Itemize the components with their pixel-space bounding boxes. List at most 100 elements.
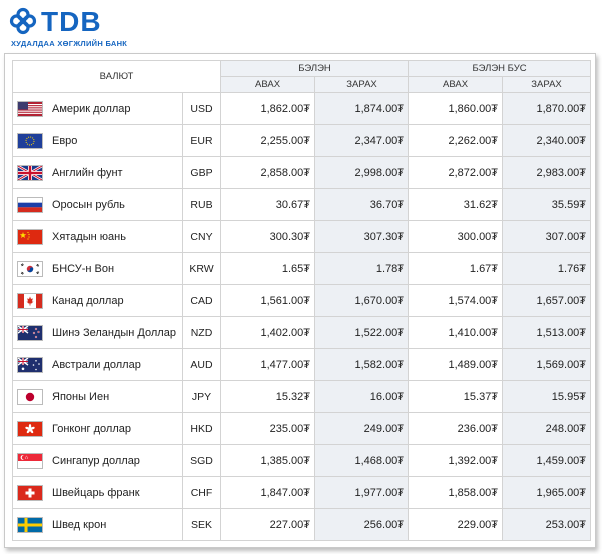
currency-name: Австрали доллар: [52, 358, 141, 371]
cash-sell-rate: 307.30₮: [314, 220, 410, 253]
rate-row-aud: Австрали доллар AUD 1,477.00₮ 1,582.00₮ 1,48…: [12, 348, 592, 381]
ch-flag-icon: [17, 484, 43, 501]
cash-sell-rate: 1,522.00₮: [314, 316, 410, 349]
noncash-sell-rate: 307.00₮: [502, 220, 592, 253]
noncash-buy-header: АВАХ: [408, 76, 504, 93]
rate-row-cad: Канад доллар CAD 1,561.00₮ 1,670.00₮ 1,574.0…: [12, 284, 592, 317]
currency-code: KRW: [181, 252, 222, 285]
currency-code: HKD: [181, 412, 222, 445]
noncash-buy-rate: 31.62₮: [408, 188, 504, 221]
rate-row-gbp: Английн фунт GBP 2,858.00₮ 2,998.00₮ 2,872.0…: [12, 156, 592, 189]
currency-name: Канад доллар: [52, 294, 124, 307]
rate-row-eur: Евро EUR 2,255.00₮ 2,347.00₮ 2,262.00₮ 2,340.…: [12, 124, 592, 157]
currency-cell: Швейцарь франк: [12, 476, 183, 509]
cash-sell-rate: 2,347.00₮: [314, 124, 410, 157]
currency-name: Английн фунт: [52, 166, 123, 179]
noncash-buy-rate: 2,872.00₮: [408, 156, 504, 189]
noncash-sell-rate: 1,657.00₮: [502, 284, 592, 317]
noncash-buy-rate: 1,392.00₮: [408, 444, 504, 477]
noncash-buy-rate: 15.37₮: [408, 380, 504, 413]
rate-row-cny: Хятадын юань CNY 300.30₮ 307.30₮ 300.00₮ 307.…: [12, 220, 592, 253]
brand-tagline: ХУДАЛДАА ХӨГЖЛИЙН БАНК: [11, 39, 128, 48]
eu-flag-icon: [17, 132, 43, 149]
cash-buy-rate: 2,255.00₮: [220, 124, 316, 157]
currency-name: Японы Иен: [52, 390, 110, 403]
tdb-logo[interactable]: TDB ХУДАЛДАА ХӨГЖЛИЙН БАНК: [9, 6, 139, 50]
rate-row-chf: Швейцарь франк CHF 1,847.00₮ 1,977.00₮ 1,858…: [12, 476, 592, 509]
cash-sell-rate: 1,874.00₮: [314, 92, 410, 125]
noncash-buy-rate: 300.00₮: [408, 220, 504, 253]
sg-flag-icon: [17, 452, 43, 469]
currency-code: NZD: [181, 316, 222, 349]
hk-flag-icon: [17, 420, 43, 437]
exchange-rate-panel: ВАЛЮТ БЭЛЭН БЭЛЭН БУС АВАХ ЗАРАХ АВАХ ЗА…: [4, 53, 596, 548]
noncash-sell-rate: 1.76₮: [502, 252, 592, 285]
currency-header: ВАЛЮТ: [11, 60, 222, 93]
currency-code: GBP: [181, 156, 222, 189]
cash-buy-rate: 227.00₮: [220, 508, 316, 541]
noncash-buy-rate: 1,858.00₮: [408, 476, 504, 509]
noncash-sell-rate: 2,340.00₮: [502, 124, 592, 157]
currency-name: Сингапур доллар: [52, 454, 140, 467]
noncash-sell-rate: 1,513.00₮: [502, 316, 592, 349]
noncash-sell-rate: 1,965.00₮: [502, 476, 592, 509]
noncash-buy-rate: 1,410.00₮: [408, 316, 504, 349]
noncash-sell-rate: 1,569.00₮: [502, 348, 592, 381]
rate-row-hkd: Гонконг доллар HKD 235.00₮ 249.00₮ 236.00₮ 24…: [12, 412, 592, 445]
jp-flag-icon: [17, 388, 43, 405]
rate-row-krw: БНСУ-н Вон KRW 1.65₮ 1.78₮ 1.67₮ 1.76₮: [12, 252, 592, 285]
cash-sell-header: ЗАРАХ: [314, 76, 410, 93]
currency-cell: Австрали доллар: [12, 348, 183, 381]
currency-code: CNY: [181, 220, 222, 253]
currency-name: Гонконг доллар: [52, 422, 131, 435]
noncash-buy-rate: 2,262.00₮: [408, 124, 504, 157]
kr-flag-icon: [17, 260, 43, 277]
currency-name: Америк доллар: [52, 102, 131, 115]
cash-buy-rate: 1,847.00₮: [220, 476, 316, 509]
currency-code: USD: [181, 92, 222, 125]
noncash-buy-rate: 236.00₮: [408, 412, 504, 445]
noncash-buy-rate: 1,489.00₮: [408, 348, 504, 381]
cash-buy-rate: 1,561.00₮: [220, 284, 316, 317]
currency-name: БНСУ-н Вон: [52, 262, 115, 275]
exchange-rate-table: ВАЛЮТ БЭЛЭН БЭЛЭН БУС АВАХ ЗАРАХ АВАХ ЗА…: [11, 60, 592, 541]
currency-cell: БНСУ-н Вон: [12, 252, 183, 285]
cash-sell-rate: 36.70₮: [314, 188, 410, 221]
gb-flag-icon: [17, 164, 43, 181]
cash-buy-rate: 1,385.00₮: [220, 444, 316, 477]
currency-code: CAD: [181, 284, 222, 317]
noncash-sell-rate: 15.95₮: [502, 380, 592, 413]
cash-sell-rate: 1,977.00₮: [314, 476, 410, 509]
currency-cell: Швед крон: [12, 508, 183, 541]
noncash-sell-rate: 1,459.00₮: [502, 444, 592, 477]
cash-buy-rate: 1,402.00₮: [220, 316, 316, 349]
tdb-logo-mark-icon: [9, 7, 37, 35]
currency-name: Шинэ Зеландын Доллар: [52, 326, 176, 339]
currency-name: Швед крон: [52, 518, 107, 531]
rate-row-nzd: Шинэ Зеландын Доллар NZD 1,402.00₮ 1,522.00…: [12, 316, 592, 349]
cash-buy-rate: 1.65₮: [220, 252, 316, 285]
noncash-buy-rate: 1.67₮: [408, 252, 504, 285]
cash-header: БЭЛЭН: [220, 60, 410, 77]
cash-sell-rate: 16.00₮: [314, 380, 410, 413]
noncash-sell-rate: 35.59₮: [502, 188, 592, 221]
currency-name: Евро: [52, 134, 78, 147]
noncash-sell-rate: 1,870.00₮: [502, 92, 592, 125]
us-flag-icon: [17, 100, 43, 117]
cash-buy-rate: 30.67₮: [220, 188, 316, 221]
rate-row-sgd: Сингапур доллар SGD 1,385.00₮ 1,468.00₮ 1,39…: [12, 444, 592, 477]
currency-name: Швейцарь франк: [52, 486, 140, 499]
rate-row-usd: Америк доллар USD 1,862.00₮ 1,874.00₮ 1,860.…: [12, 92, 592, 125]
cash-sell-rate: 1,670.00₮: [314, 284, 410, 317]
currency-cell: Евро: [12, 124, 183, 157]
currency-cell: Хятадын юань: [12, 220, 183, 253]
cash-sell-rate: 249.00₮: [314, 412, 410, 445]
cash-sell-rate: 1,582.00₮: [314, 348, 410, 381]
currency-cell: Гонконг доллар: [12, 412, 183, 445]
noncash-header: БЭЛЭН БУС: [408, 60, 592, 77]
cash-buy-rate: 2,858.00₮: [220, 156, 316, 189]
rate-row-rub: Оросын рубль RUB 30.67₮ 36.70₮ 31.62₮ 35.59₮: [12, 188, 592, 221]
currency-code: SEK: [181, 508, 222, 541]
rate-row-sek: Швед крон SEK 227.00₮ 256.00₮ 229.00₮ 253.00₮: [12, 508, 592, 541]
currency-cell: Оросын рубль: [12, 188, 183, 221]
